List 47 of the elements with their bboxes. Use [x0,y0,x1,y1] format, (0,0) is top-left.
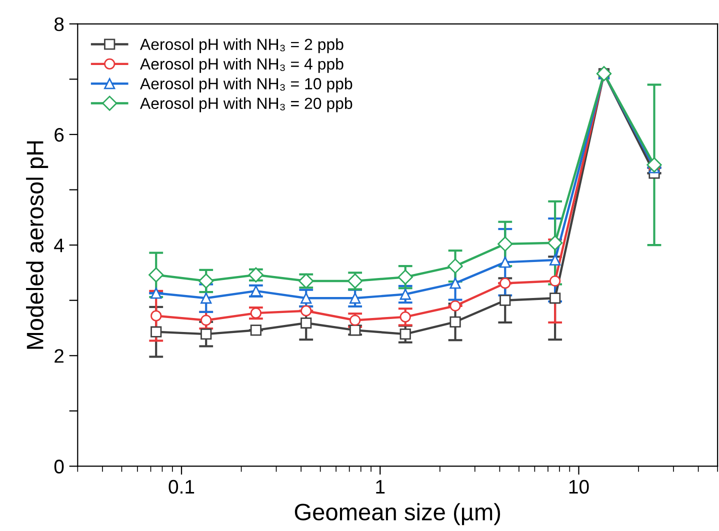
point [498,236,513,252]
point [200,328,212,340]
point [150,326,162,338]
legend-label: Aerosol pH with NH₃ = 2 ppb [140,38,344,54]
point [150,310,162,322]
point [150,288,162,299]
point [250,308,262,319]
x-tick-label: 10 [569,480,589,494]
point [500,256,511,268]
legend-label: Aerosol pH with NH₃ = 10 ppb [140,78,352,93]
x-tick-label: 1 [376,480,385,494]
point [500,278,511,289]
point [450,278,461,289]
point [300,305,312,316]
point [550,254,561,266]
point [550,275,561,287]
point [500,294,511,306]
point [300,317,312,329]
point [646,157,662,172]
y-tick-label: 4 [54,238,64,252]
point [450,300,461,312]
point [400,288,411,300]
legend-label: Aerosol pH with NH₃ = 4 ppb [140,58,344,73]
point [400,311,411,322]
point [448,258,463,274]
point [400,328,411,340]
point [300,292,312,304]
point [148,267,164,282]
x-axis-title: Geomean size (µm) [294,503,500,526]
point [350,292,361,304]
y-tick-label: 0 [54,460,64,474]
point [198,273,214,289]
point [547,235,563,250]
point [398,270,413,285]
point [350,324,361,336]
point [550,292,561,304]
y-tick-label: 8 [54,17,64,32]
point [200,314,212,326]
y-axis-title: Modeled aerosol pH [26,141,48,349]
y-tick-label: 2 [54,349,64,363]
point [250,324,262,336]
point [450,316,461,328]
point [250,285,262,297]
y-tick-label: 6 [54,128,64,142]
point [200,292,212,304]
legend-label: Aerosol pH with NH₃ = 20 ppb [140,97,352,112]
x-tick-label: 0.1 [168,480,194,494]
